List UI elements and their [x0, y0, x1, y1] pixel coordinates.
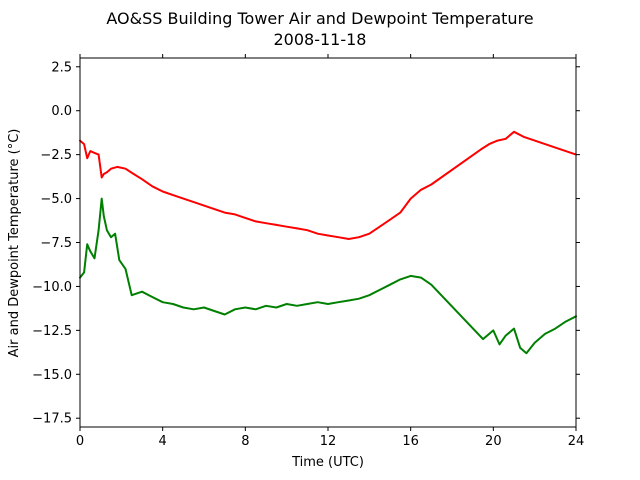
chart-title: AO&SS Building Tower Air and Dewpoint Te… [106, 9, 533, 28]
y-tick-label: 2.5 [51, 60, 72, 75]
plot-frame [79, 57, 577, 428]
x-tick-label: 16 [402, 434, 419, 449]
x-tick-label: 8 [241, 434, 249, 449]
x-tick-label: 24 [568, 434, 585, 449]
y-tick-label: −5.0 [40, 192, 72, 207]
y-tick-label: −12.5 [32, 324, 72, 339]
x-tick-label: 20 [485, 434, 502, 449]
y-tick-label: 0.0 [51, 104, 72, 119]
x-tick-label: 4 [159, 434, 167, 449]
y-axis-label: Air and Dewpoint Temperature (°C) [7, 129, 22, 358]
series-line-1 [79, 130, 577, 240]
series-layer [79, 130, 577, 355]
series-line-2 [79, 197, 577, 355]
y-tick-label: −10.0 [32, 280, 72, 295]
y-tick-label: −17.5 [32, 412, 72, 427]
x-axis-label: Time (UTC) [291, 455, 364, 470]
y-tick-label: −15.0 [32, 368, 72, 383]
x-axis-ticks: 0 4 8 12 16 20 24 [76, 54, 584, 449]
x-tick-label: 0 [76, 434, 84, 449]
y-tick-label: −2.5 [40, 148, 72, 163]
y-tick-label: −7.5 [40, 236, 72, 251]
y-axis-ticks: 2.5 0.0 −2.5 −5.0 −7.5 −10.0 −12.5 −15.0 −17.5 [32, 60, 580, 427]
chart-subtitle: 2008-11-18 [274, 30, 367, 49]
x-tick-label: 12 [320, 434, 337, 449]
